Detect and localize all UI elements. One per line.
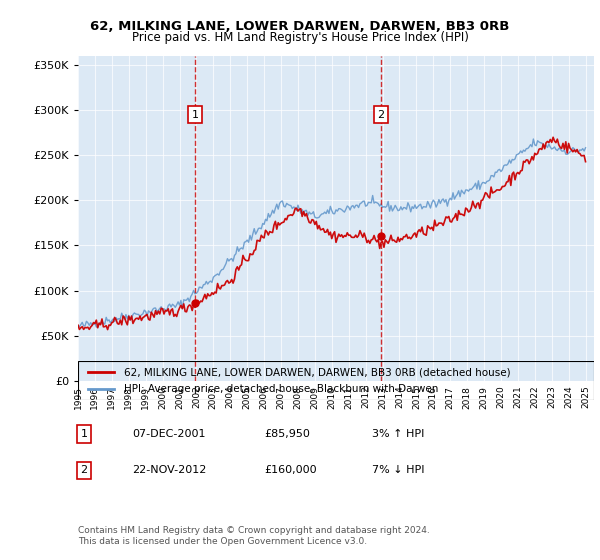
Text: 3% ↑ HPI: 3% ↑ HPI [372,429,424,439]
Text: 7% ↓ HPI: 7% ↓ HPI [372,465,425,475]
Text: 1: 1 [191,110,199,120]
Text: Price paid vs. HM Land Registry's House Price Index (HPI): Price paid vs. HM Land Registry's House … [131,31,469,44]
Text: 1: 1 [80,429,88,439]
Text: £85,950: £85,950 [264,429,310,439]
Text: 2: 2 [80,465,88,475]
Text: 62, MILKING LANE, LOWER DARWEN, DARWEN, BB3 0RB: 62, MILKING LANE, LOWER DARWEN, DARWEN, … [91,20,509,32]
Text: 22-NOV-2012: 22-NOV-2012 [132,465,206,475]
Text: 62, MILKING LANE, LOWER DARWEN, DARWEN, BB3 0RB (detached house): 62, MILKING LANE, LOWER DARWEN, DARWEN, … [124,367,511,377]
Text: HPI: Average price, detached house, Blackburn with Darwen: HPI: Average price, detached house, Blac… [124,384,439,394]
Text: 2: 2 [377,110,385,120]
Text: Contains HM Land Registry data © Crown copyright and database right 2024.
This d: Contains HM Land Registry data © Crown c… [78,526,430,546]
Text: £160,000: £160,000 [264,465,317,475]
Text: 07-DEC-2001: 07-DEC-2001 [132,429,205,439]
